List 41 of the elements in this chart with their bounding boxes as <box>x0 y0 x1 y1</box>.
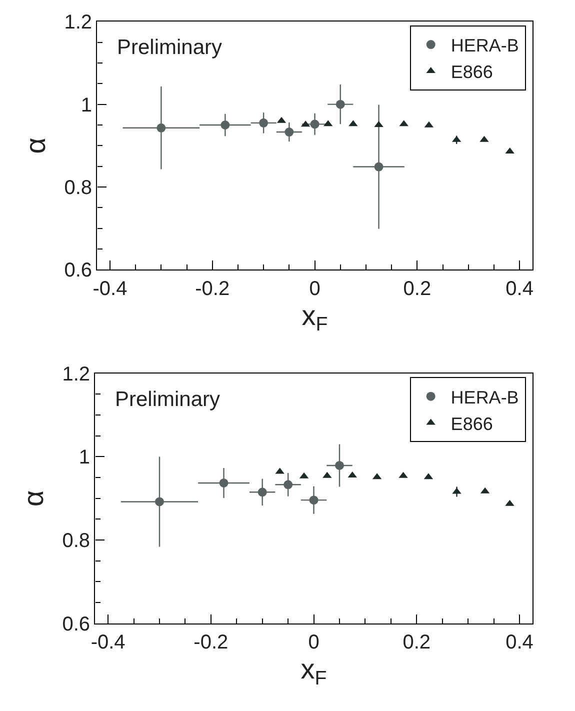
y-tick-label: 0.6 <box>62 613 90 636</box>
y-tick-label: 0.8 <box>62 530 90 552</box>
legend-label: E866 <box>450 62 493 82</box>
point <box>309 496 318 505</box>
x-tick-label: -0.4 <box>92 278 128 300</box>
point <box>284 480 293 490</box>
x-tick-label: 0 <box>309 278 320 300</box>
point <box>336 100 345 109</box>
point <box>156 123 166 132</box>
point <box>220 120 230 130</box>
y-tick-label: 1 <box>78 446 90 469</box>
point <box>219 478 228 488</box>
y-tick-label: 1.2 <box>64 12 92 34</box>
point <box>335 460 344 470</box>
legend-label: HERA-B <box>450 387 519 408</box>
x-axis-title: x$_{F}$ <box>300 654 327 690</box>
annotation: Preliminary <box>117 36 223 59</box>
point <box>259 118 268 128</box>
y-axis-title: α <box>18 490 49 506</box>
x-tick-label: 0.2 <box>402 632 431 654</box>
x-tick-label: 0.4 <box>506 278 534 300</box>
y-tick-label: 0.6 <box>64 260 92 282</box>
x-axis-title: x$_{F}$ <box>302 300 328 336</box>
legend-label: E866 <box>450 414 493 434</box>
point <box>154 497 164 506</box>
legend-label: HERA-B <box>450 36 519 56</box>
annotation: Preliminary <box>115 388 221 411</box>
point <box>310 120 320 129</box>
x-tick-label: -0.2 <box>195 278 230 300</box>
point <box>258 488 267 497</box>
x-tick-label: -0.4 <box>90 632 126 654</box>
point <box>284 128 294 137</box>
x-tick-label: 0.4 <box>506 632 534 654</box>
x-tick-label: 0 <box>308 632 320 654</box>
y-axis-title: α <box>20 138 51 154</box>
point <box>374 162 384 172</box>
y-tick-label: 0.8 <box>64 177 92 200</box>
x-tick-label: 0.2 <box>403 278 432 300</box>
x-tick-label: -0.2 <box>194 632 228 654</box>
y-tick-label: 1 <box>80 94 92 116</box>
y-tick-label: 1.2 <box>62 363 90 386</box>
